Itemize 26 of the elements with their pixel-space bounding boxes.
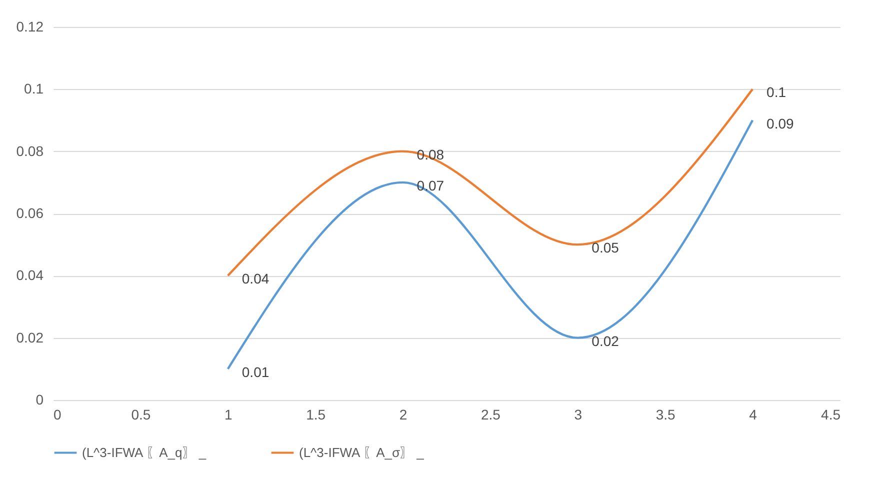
x-tick-label: 3 [574, 406, 582, 422]
x-tick-label: 2.5 [480, 406, 501, 422]
x-tick-label: 1.5 [306, 406, 326, 422]
data-label: 0.02 [592, 332, 620, 349]
y-tick-label: 0.02 [16, 329, 44, 346]
y-tick-label: 0.12 [16, 18, 44, 34]
legend-label: (L^3-IFWA 〖A_q〗 _ [82, 444, 207, 460]
legend-label: (L^3-IFWA 〖A_σ〗 _ [299, 444, 425, 460]
y-tick-label: 0.08 [16, 142, 44, 159]
data-label: 0.01 [242, 364, 270, 380]
data-label: 0.04 [242, 270, 270, 287]
x-tick-label: 4 [749, 406, 758, 422]
data-label: 0.05 [592, 240, 620, 256]
x-tick-label: 0.5 [131, 406, 151, 422]
x-tick-label: 3.5 [656, 406, 676, 422]
x-tick-label: 0 [54, 406, 62, 422]
y-tick-label: 0.06 [16, 205, 44, 221]
x-tick-label: 2 [399, 406, 408, 422]
y-tick-label: 0.1 [24, 80, 44, 97]
data-label: 0.1 [766, 84, 786, 100]
y-tick-label: 0 [36, 392, 44, 408]
data-label: 0.07 [416, 177, 444, 194]
y-tick-label: 0.04 [16, 267, 44, 284]
x-tick-label: 1 [224, 406, 232, 422]
data-label: 0.09 [766, 115, 794, 132]
x-tick-label: 4.5 [821, 406, 841, 422]
